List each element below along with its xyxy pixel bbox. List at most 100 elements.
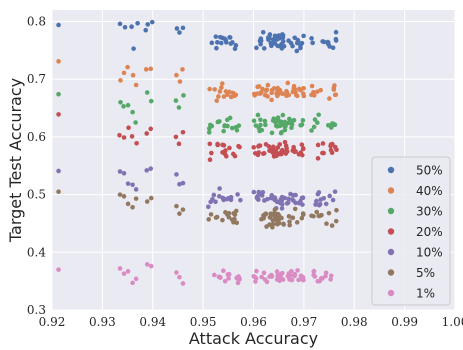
data-point — [222, 278, 228, 284]
data-point — [311, 124, 317, 130]
data-point — [129, 24, 134, 30]
data-point — [275, 145, 281, 150]
data-point — [277, 272, 283, 277]
data-point — [176, 105, 182, 110]
data-point — [291, 83, 297, 89]
legend-marker — [387, 228, 395, 235]
data-point — [288, 191, 293, 197]
data-point — [208, 212, 214, 217]
data-point — [267, 34, 272, 40]
legend-item: 20% — [387, 225, 443, 239]
data-point — [221, 197, 226, 203]
x-tick-label: 0.99 — [391, 315, 418, 329]
data-point — [217, 186, 222, 191]
data-point — [282, 139, 288, 145]
data-point — [181, 93, 186, 98]
data-point — [310, 40, 315, 46]
data-point — [238, 197, 243, 203]
data-point — [144, 168, 150, 173]
data-point — [227, 89, 232, 95]
legend-marker — [387, 269, 395, 276]
data-point — [276, 220, 282, 226]
data-point — [293, 192, 298, 198]
legend-item: 1% — [387, 287, 435, 301]
data-point — [144, 199, 150, 204]
data-point — [223, 89, 229, 94]
data-point — [301, 33, 306, 39]
data-point — [279, 130, 284, 135]
data-point — [301, 91, 306, 96]
data-point — [282, 119, 288, 125]
data-point — [280, 277, 286, 282]
data-point — [283, 151, 289, 156]
x-tick-label: 0.92 — [39, 315, 66, 329]
data-point — [294, 220, 300, 225]
data-point — [291, 144, 296, 150]
data-point — [267, 148, 272, 154]
data-point — [279, 147, 285, 153]
data-point — [174, 270, 179, 275]
data-point — [117, 192, 123, 197]
series-20pct — [56, 112, 339, 163]
data-point — [262, 118, 268, 124]
data-point — [287, 222, 292, 228]
y-tick-label: 0.7 — [27, 72, 46, 86]
legend-item: 10% — [387, 246, 443, 260]
data-point — [279, 206, 285, 211]
data-point — [131, 46, 136, 51]
data-point — [311, 272, 316, 278]
data-point — [209, 40, 215, 46]
data-point — [314, 89, 320, 95]
data-point — [210, 196, 215, 202]
data-point — [273, 148, 279, 154]
data-point — [143, 67, 149, 72]
data-point — [149, 19, 155, 25]
legend-marker — [387, 207, 395, 215]
data-point — [125, 269, 131, 274]
data-point — [211, 192, 217, 198]
data-point — [329, 223, 335, 228]
data-point — [323, 201, 329, 207]
data-point — [289, 277, 295, 283]
data-point — [144, 262, 150, 267]
data-point — [207, 86, 212, 92]
data-point — [290, 43, 295, 49]
legend-item: 30% — [387, 205, 443, 219]
data-point — [209, 150, 214, 156]
series-1pct — [56, 262, 334, 286]
data-point — [230, 151, 236, 157]
data-point — [117, 266, 123, 271]
data-point — [269, 43, 274, 49]
data-point — [144, 90, 150, 95]
legend-label: 5% — [416, 266, 435, 280]
data-point — [237, 277, 242, 282]
data-point — [299, 215, 305, 221]
data-point — [215, 40, 220, 45]
data-point — [265, 82, 271, 88]
data-point — [177, 79, 183, 84]
data-point — [315, 156, 321, 161]
data-point — [281, 222, 287, 227]
data-point — [125, 181, 131, 186]
y-axis-label: Target Test Accuracy — [6, 78, 25, 243]
data-point — [317, 201, 323, 207]
data-point — [266, 144, 272, 149]
data-point — [130, 109, 135, 115]
data-point — [333, 29, 339, 35]
data-point — [316, 112, 321, 118]
data-point — [281, 43, 287, 49]
data-point — [313, 202, 318, 207]
data-point — [321, 195, 327, 201]
data-point — [314, 198, 319, 204]
data-point — [56, 112, 61, 117]
data-point — [235, 280, 241, 286]
data-point — [298, 198, 303, 204]
data-point — [251, 118, 257, 124]
data-point — [284, 93, 289, 99]
x-tick-labels: 0.92 0.93 0.94 0.95 0.96 0.97 0.98 0.99 1.00 — [39, 315, 463, 329]
data-point — [122, 25, 128, 30]
data-point — [284, 88, 289, 94]
data-point — [271, 86, 277, 91]
data-point — [180, 180, 186, 186]
data-point — [118, 100, 123, 105]
